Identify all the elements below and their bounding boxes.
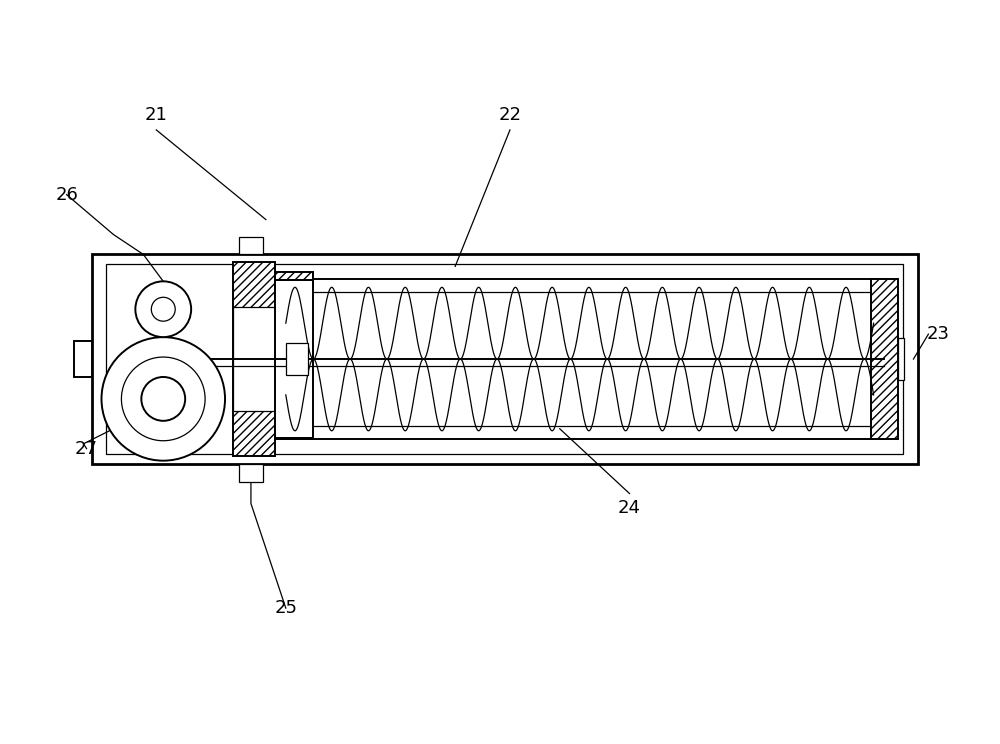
Circle shape [135, 281, 191, 337]
Bar [275, 280, 313, 437]
Circle shape [121, 357, 205, 440]
Bar [898, 338, 904, 380]
Circle shape [151, 298, 175, 321]
Text: 26: 26 [55, 186, 78, 204]
Circle shape [141, 377, 185, 421]
Bar [286, 343, 308, 375]
Bar [74, 341, 92, 377]
Text: 27: 27 [75, 440, 98, 458]
Bar [275, 437, 313, 439]
Bar [233, 307, 275, 411]
Text: 23: 23 [927, 325, 950, 343]
Bar [106, 264, 903, 454]
Circle shape [101, 337, 225, 461]
Text: 21: 21 [145, 106, 168, 124]
Text: 25: 25 [274, 599, 297, 617]
Bar [871, 279, 898, 439]
Bar [233, 263, 275, 455]
Bar [275, 272, 313, 287]
Text: 22: 22 [498, 106, 521, 124]
Bar [239, 464, 263, 481]
Text: 24: 24 [618, 499, 641, 518]
Bar [92, 254, 918, 464]
Bar [239, 237, 263, 254]
